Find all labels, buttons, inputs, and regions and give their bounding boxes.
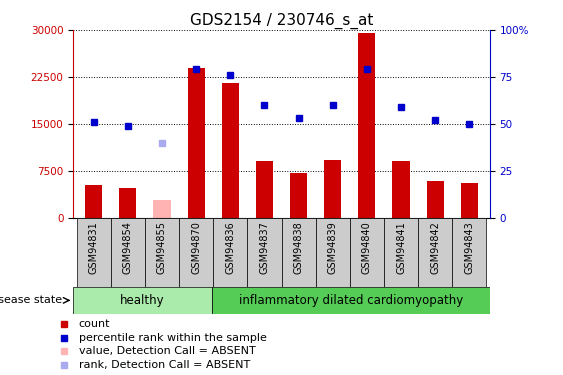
Bar bbox=[461, 183, 478, 218]
Bar bbox=[290, 172, 307, 217]
Bar bbox=[452, 217, 486, 287]
Bar bbox=[85, 185, 102, 218]
Bar bbox=[222, 83, 239, 218]
Bar bbox=[358, 33, 376, 218]
Bar bbox=[179, 217, 213, 287]
Text: healthy: healthy bbox=[120, 294, 165, 307]
Bar bbox=[384, 217, 418, 287]
Text: GSM94837: GSM94837 bbox=[260, 221, 270, 274]
Text: percentile rank within the sample: percentile rank within the sample bbox=[79, 333, 266, 343]
Bar bbox=[247, 217, 282, 287]
Text: GSM94841: GSM94841 bbox=[396, 221, 406, 274]
Text: GSM94855: GSM94855 bbox=[157, 221, 167, 274]
Text: inflammatory dilated cardiomyopathy: inflammatory dilated cardiomyopathy bbox=[239, 294, 463, 307]
Bar bbox=[119, 188, 136, 218]
Bar bbox=[111, 217, 145, 287]
Title: GDS2154 / 230746_s_at: GDS2154 / 230746_s_at bbox=[190, 12, 373, 28]
Text: value, Detection Call = ABSENT: value, Detection Call = ABSENT bbox=[79, 346, 255, 356]
Bar bbox=[187, 68, 205, 218]
Bar bbox=[350, 217, 384, 287]
Bar bbox=[73, 287, 212, 314]
Bar bbox=[418, 217, 452, 287]
Text: GSM94840: GSM94840 bbox=[362, 221, 372, 274]
Text: count: count bbox=[79, 320, 110, 329]
Text: GSM94843: GSM94843 bbox=[464, 221, 474, 274]
Text: disease state: disease state bbox=[0, 296, 62, 305]
Bar bbox=[427, 181, 444, 218]
Bar bbox=[212, 287, 490, 314]
Text: GSM94839: GSM94839 bbox=[328, 221, 338, 274]
Bar bbox=[324, 160, 341, 218]
Bar bbox=[213, 217, 247, 287]
Text: GSM94854: GSM94854 bbox=[123, 221, 133, 274]
Bar bbox=[392, 161, 409, 218]
Text: rank, Detection Call = ABSENT: rank, Detection Call = ABSENT bbox=[79, 360, 250, 369]
Bar bbox=[145, 217, 179, 287]
Text: GSM94838: GSM94838 bbox=[293, 221, 303, 274]
Bar bbox=[282, 217, 316, 287]
Text: GSM94870: GSM94870 bbox=[191, 221, 201, 274]
Bar bbox=[316, 217, 350, 287]
Bar bbox=[154, 200, 171, 217]
Text: GSM94836: GSM94836 bbox=[225, 221, 235, 274]
Bar bbox=[256, 161, 273, 218]
Text: GSM94842: GSM94842 bbox=[430, 221, 440, 274]
Text: GSM94831: GSM94831 bbox=[89, 221, 99, 274]
Bar bbox=[77, 217, 111, 287]
